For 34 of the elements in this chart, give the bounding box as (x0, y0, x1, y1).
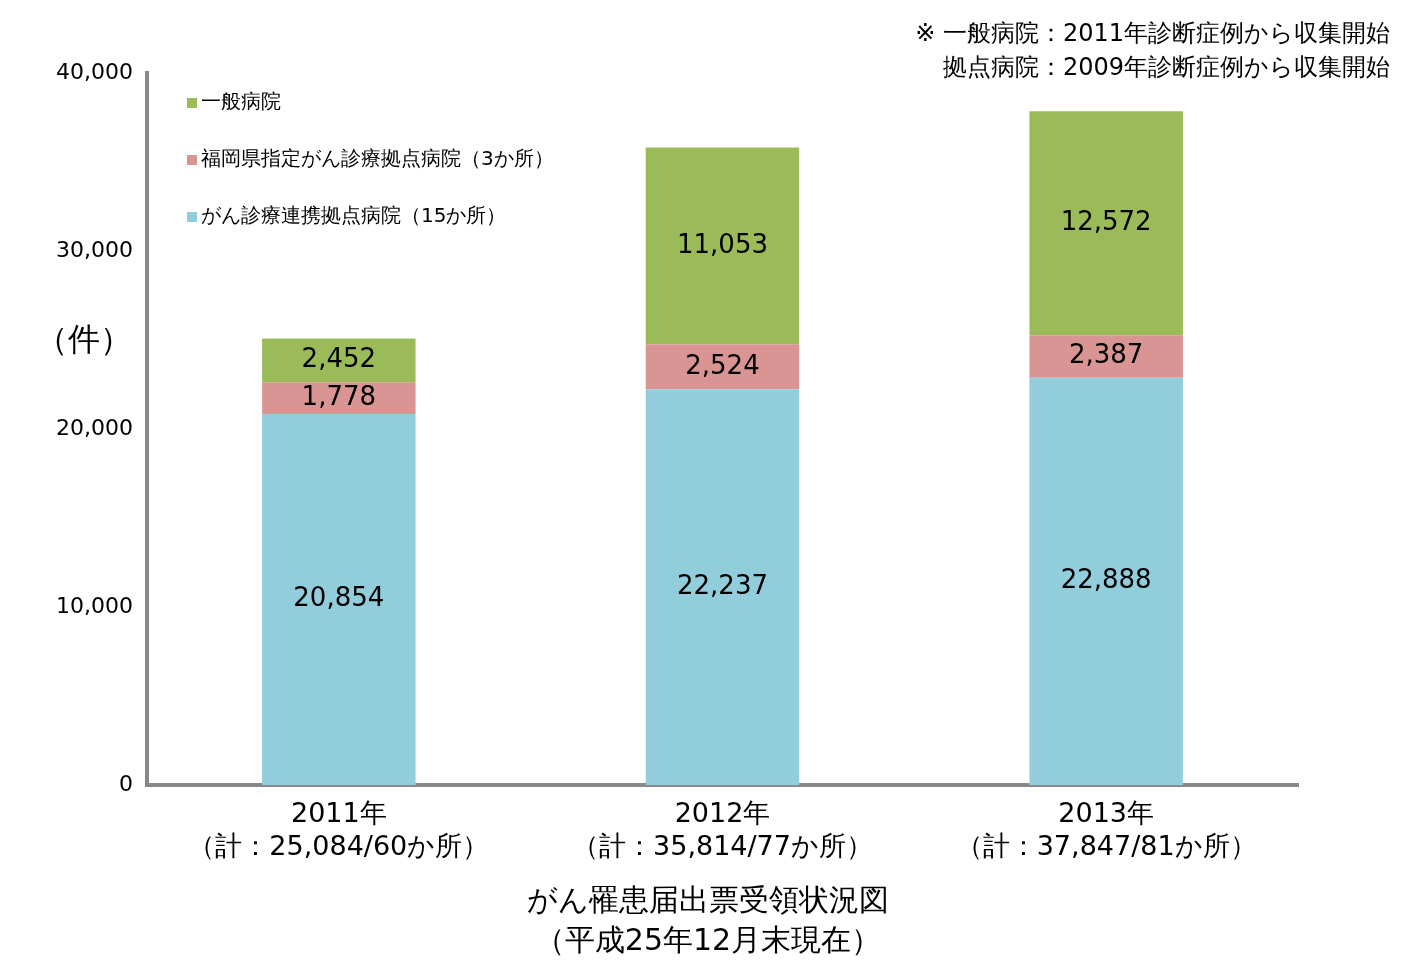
legend-label: がん診療連携拠点病院（15か所） (200, 203, 507, 228)
data-label: 22,237 (677, 569, 768, 600)
legend-label: 一般病院 (200, 89, 281, 114)
y-axis-title: （件） (36, 319, 132, 360)
bar (262, 382, 416, 414)
data-label: 1,778 (301, 380, 377, 411)
bar (262, 338, 416, 383)
bar (645, 389, 800, 786)
text: （平成25年12月末現在） (533, 921, 883, 959)
data-label: 2,387 (1068, 339, 1144, 370)
text: がん罹患届出票受領状況図 (526, 881, 890, 919)
y-tick-label: 0 (118, 770, 133, 796)
y-tick-label: 40,000 (55, 58, 133, 84)
x-tick-label: 2013年（計：37,847/81か所） (955, 797, 1257, 861)
data-label: 20,854 (293, 582, 385, 613)
data-label: 11,053 (677, 228, 768, 259)
bar (645, 147, 800, 345)
y-tick-label: 10,000 (55, 592, 133, 618)
x-tick-label: 2011年（計：25,084/60か所） (188, 797, 490, 861)
legend-label: 福岡県指定がん診療拠点病院（3か所） (200, 146, 554, 171)
bar (1029, 111, 1183, 336)
y-tick-label: 30,000 (55, 236, 133, 262)
bar (1029, 377, 1183, 786)
text: ※ 一般病院：2011年診断症例から収集開始 (915, 18, 1390, 49)
bar (262, 413, 416, 786)
bar (645, 344, 800, 390)
x-tick-label: 2012年（計：35,814/77か所） (572, 797, 873, 861)
data-label: 22,888 (1060, 564, 1152, 595)
y-tick-label: 20,000 (55, 414, 133, 440)
bar (1029, 335, 1183, 378)
data-label: 12,572 (1060, 206, 1152, 237)
annotation: 拠点病院：2009年診断症例から収集開始 (941, 52, 1390, 83)
data-label: 2,524 (685, 349, 760, 380)
data-label: 2,452 (301, 343, 377, 374)
